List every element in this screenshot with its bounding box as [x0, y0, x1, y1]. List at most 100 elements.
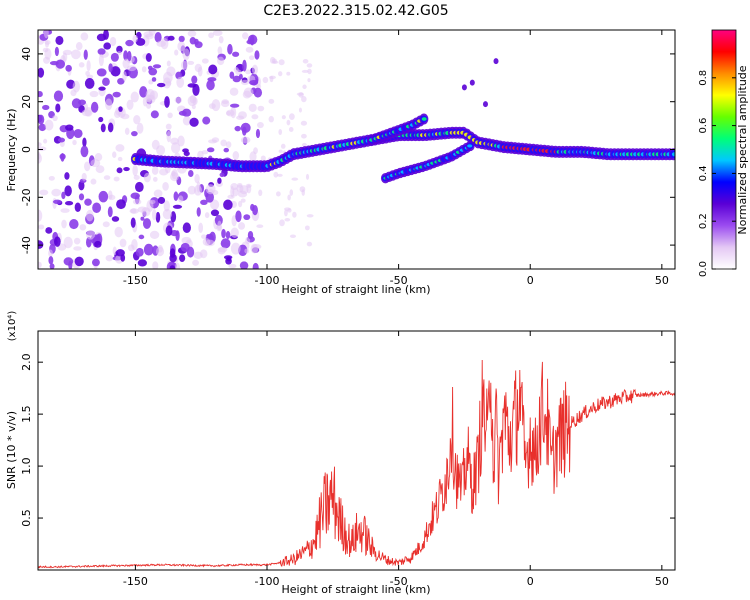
spectrogram-cell — [109, 36, 117, 47]
spectrogram-cell — [223, 147, 230, 153]
spectrogram-cell — [247, 230, 254, 240]
spectrogram-cell — [38, 209, 43, 222]
spectrogram-cell — [256, 224, 264, 229]
spectrogram-cell — [96, 68, 107, 77]
spectrogram-cell — [98, 190, 109, 203]
spectrogram-cell — [208, 32, 215, 39]
spectrogram-cell — [260, 155, 266, 162]
spectrogram-cell — [262, 76, 269, 84]
spectrogram-cell — [187, 60, 195, 65]
spectrogram-cell — [120, 113, 130, 120]
spectrogram-cell — [117, 77, 125, 85]
spectrogram-cell — [38, 153, 42, 164]
spectrogram-cell — [135, 37, 146, 46]
spectrogram-cell — [156, 145, 166, 156]
y-tick-label: -40 — [20, 236, 33, 254]
spectrogram-cell — [103, 175, 111, 180]
spectrogram-cell — [64, 172, 70, 180]
spectrogram-cell — [131, 238, 138, 251]
spectrogram-cell — [245, 69, 252, 75]
spectrogram-cell — [60, 153, 65, 162]
spectrogram-cell — [230, 227, 239, 238]
snr-x-label: Height of straight line (km) — [281, 583, 430, 596]
spectrogram-cell — [155, 211, 161, 223]
spectrogram-cell — [107, 122, 114, 133]
spectrogram-cell — [64, 201, 74, 206]
spectrogram-cell — [74, 202, 81, 212]
spectrogram-cell — [242, 59, 247, 72]
x-tick-label: -50 — [390, 274, 408, 287]
spectrogram-cell — [291, 177, 299, 181]
spectrogram-cell — [251, 64, 259, 75]
spectrogram-cell — [112, 151, 117, 159]
spectrogram-cell — [98, 86, 106, 91]
spectrogram-cell — [275, 191, 281, 197]
spectrogram-cell — [153, 189, 163, 198]
spectrogram-cell — [206, 79, 215, 91]
spectrogram-cell — [255, 128, 261, 139]
spectrogram-cell — [72, 139, 77, 146]
spectrogram-cell — [284, 217, 291, 222]
spectrogram-cell — [227, 194, 235, 199]
spectrogram-cell — [90, 178, 97, 185]
spectrogram-cell — [145, 88, 155, 101]
spectrogram-cell — [204, 212, 210, 219]
spectrogram-cell — [79, 224, 87, 231]
spectrogram-cell — [298, 92, 304, 98]
spectrogram-cell — [102, 77, 110, 87]
colorbar-tick-label: 0.2 — [698, 213, 709, 229]
spectrogram-cell — [151, 77, 157, 82]
spectrogram-cell — [38, 224, 45, 230]
spectrogram-cell — [205, 192, 214, 203]
spectrogram-cell — [143, 243, 154, 256]
spectrogram-cell — [155, 246, 165, 257]
spectrogram-cell — [82, 137, 87, 148]
spectrogram-cell — [289, 113, 295, 120]
spectrogram-cell — [132, 199, 142, 205]
spectrogram-cell — [169, 253, 177, 263]
spectrogram-cell — [112, 91, 121, 98]
spectrogram-cell — [38, 261, 42, 269]
spectrogram-cell — [180, 60, 188, 70]
spectrogram-cell — [201, 58, 209, 64]
spectrogram-cell — [218, 35, 224, 44]
spectrogram-cell — [268, 98, 275, 104]
spectrogram-cell — [189, 94, 197, 104]
spectrogram-cell — [301, 189, 305, 196]
spectrogram-cell — [249, 151, 257, 162]
spectrogram-cell — [126, 65, 137, 72]
spectrogram-cell — [151, 166, 159, 175]
y-tick-label: -20 — [20, 188, 33, 206]
spectrogram-cell — [238, 111, 247, 120]
spectrogram-cell — [289, 189, 294, 196]
spectrogram-cell — [152, 64, 162, 69]
spectrogram-cell — [78, 193, 85, 201]
spectrogram-cell — [54, 46, 59, 57]
spectrogram-cell — [199, 249, 208, 259]
spectrogram-cell — [73, 237, 81, 245]
spectrogram-cell — [206, 147, 215, 153]
spectrogram-cell — [135, 181, 144, 193]
spectrogram-cell — [240, 79, 250, 86]
spectrogram-cell — [217, 46, 223, 55]
spectrogram-cell — [84, 198, 92, 206]
spectrogram-cell — [152, 261, 159, 269]
spectrogram-cell — [90, 101, 99, 113]
spectrogram-cell — [252, 262, 259, 269]
spectrogram-cell — [80, 32, 89, 41]
spectrogram-cell — [62, 49, 73, 56]
spectrogram-cell — [304, 225, 310, 231]
spectrogram-cell — [142, 218, 151, 229]
spectrogram-cell — [232, 75, 241, 83]
spectrogram-cell — [307, 68, 312, 75]
spectrogram-cell — [98, 116, 104, 123]
spectrogram-cell — [55, 59, 66, 69]
y-tick-label: 20 — [20, 95, 33, 109]
spectrogram-cell — [254, 50, 260, 60]
spectrogram-cell — [217, 177, 222, 184]
spectrogram-cell — [42, 104, 50, 111]
spectrogram-cell — [38, 91, 43, 98]
spectrogram-cell — [221, 228, 226, 239]
spectrogram-panel: -150 -100 -50 0 50 -40 -20 0 20 40 Height of str… — [5, 29, 676, 296]
spectrogram-cell — [302, 59, 309, 64]
